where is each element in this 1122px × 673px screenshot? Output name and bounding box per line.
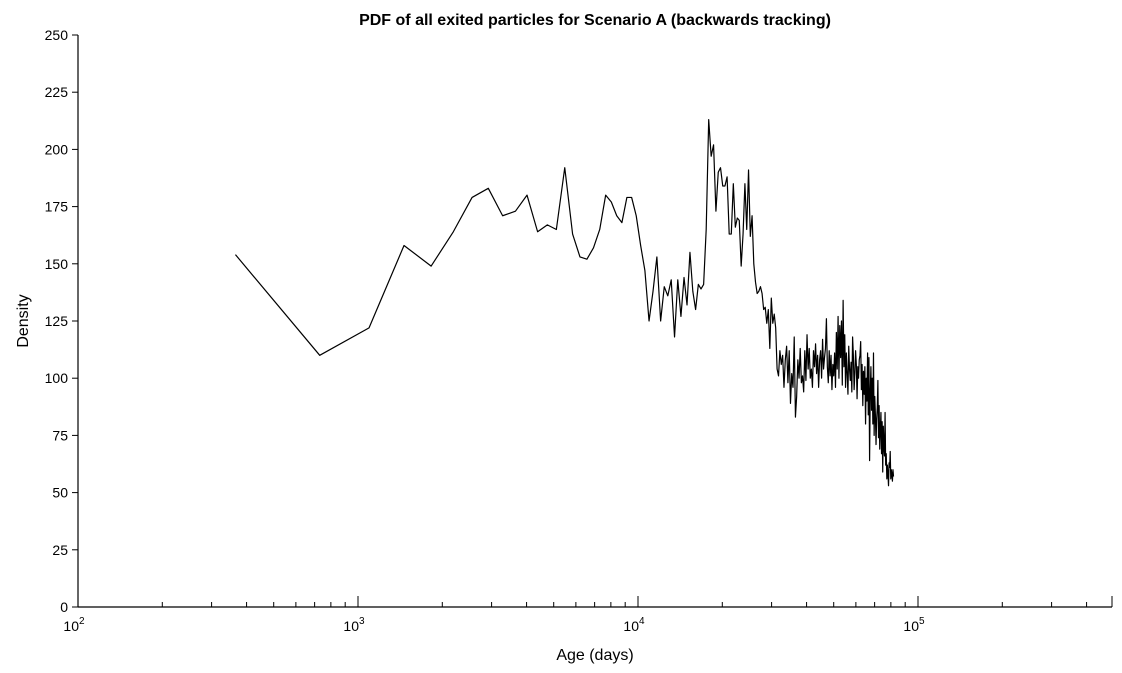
x-tick-label: 104 [623, 616, 645, 634]
y-tick-label: 250 [45, 27, 69, 43]
x-tick-label: 105 [903, 616, 925, 634]
y-tick-label: 0 [60, 599, 68, 615]
x-tick-label: 103 [343, 616, 365, 634]
x-tick-label: 102 [63, 616, 85, 634]
y-tick-label: 225 [45, 84, 69, 100]
chart-title: PDF of all exited particles for Scenario… [359, 12, 831, 29]
y-tick-label: 100 [45, 370, 69, 386]
y-tick-label: 150 [45, 256, 69, 272]
x-minor-ticks [161, 596, 1113, 607]
x-axis-label: Age (days) [556, 647, 633, 664]
y-tick-label: 25 [52, 542, 68, 558]
y-tick-label: 50 [52, 485, 68, 501]
y-tick-label: 175 [45, 199, 69, 215]
y-axis-label: Density [15, 294, 32, 347]
y-tick-label: 200 [45, 141, 69, 157]
y-tick-label: 125 [45, 313, 69, 329]
x-ticks: 102 103 104 105 [63, 596, 925, 634]
series-line [234, 119, 895, 487]
y-tick-label: 75 [52, 427, 68, 443]
y-ticks: 0 25 50 75 100 125 150 175 200 225 250 [45, 27, 78, 615]
